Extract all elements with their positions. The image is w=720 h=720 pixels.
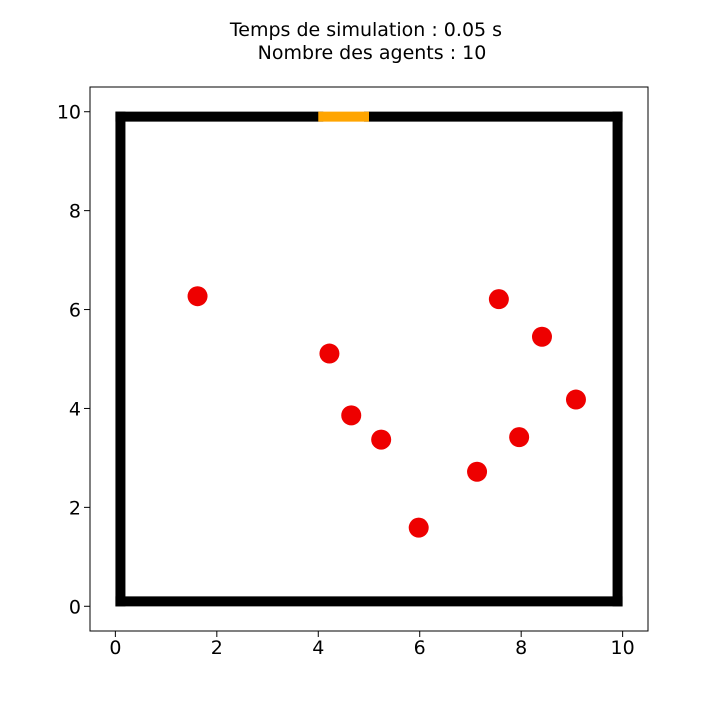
x-tick-label: 10: [611, 637, 635, 659]
chart-title-line-1: Temps de simulation : 0.05 s: [229, 19, 502, 41]
agent-point: [187, 286, 208, 307]
agent-point: [509, 427, 530, 448]
chart-title-line-2: Nombre des agents : 10: [258, 42, 487, 64]
agent-point: [488, 289, 509, 310]
axes-frame: [89, 86, 649, 632]
x-axis-ticks: 0 2 4 6 8 10: [109, 631, 635, 659]
x-tick-label: 6: [414, 637, 426, 659]
agent-point: [341, 405, 362, 426]
y-tick-label: 6: [69, 300, 81, 322]
y-tick-label: 2: [69, 497, 81, 519]
agent-point: [371, 429, 392, 450]
room-walls: [115, 111, 623, 607]
y-axis-ticks: 0 2 4 6 8 10: [57, 102, 90, 618]
agent-point: [531, 326, 552, 347]
x-tick-label: 0: [109, 637, 121, 659]
x-tick-label: 2: [211, 637, 223, 659]
y-tick-label: 10: [57, 102, 81, 124]
agent-point: [467, 461, 488, 482]
y-tick-label: 4: [69, 398, 81, 420]
agents-layer: [187, 286, 586, 538]
agent-point: [408, 517, 429, 538]
x-tick-label: 8: [515, 637, 527, 659]
y-tick-label: 8: [69, 201, 81, 223]
agent-point: [319, 343, 340, 364]
agent-point: [565, 389, 586, 410]
x-tick-label: 4: [312, 637, 324, 659]
y-tick-label: 0: [69, 596, 81, 618]
